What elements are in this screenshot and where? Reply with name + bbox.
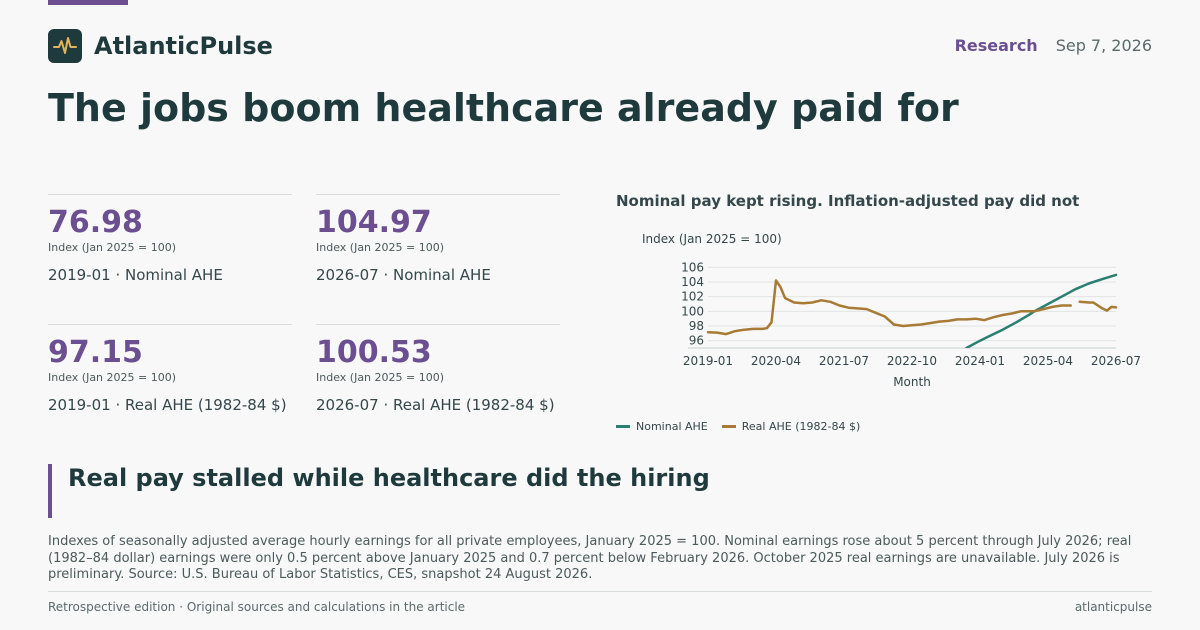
stat-card-real-end: 100.53 Index (Jan 2025 = 100) 2026-07 · …: [316, 324, 560, 414]
brand[interactable]: AtlanticPulse: [48, 28, 273, 64]
legend-swatch-nominal: [616, 425, 630, 428]
stat-label: 2019-01 · Nominal AHE: [48, 266, 223, 284]
x-tick-label: 2026-07: [1091, 354, 1141, 368]
legend-label: Real AHE (1982-84 $): [741, 420, 861, 433]
x-tick-label: 2019-01: [683, 354, 733, 368]
y-tick-label: 106: [681, 260, 704, 274]
chart-legend: Nominal AHE Real AHE (1982-84 $): [616, 420, 860, 433]
publish-date: Sep 7, 2026: [1055, 36, 1152, 55]
stat-unit: Index (Jan 2025 = 100): [316, 241, 445, 254]
stat-label: 2026-07 · Nominal AHE: [316, 266, 491, 284]
x-tick-label: 2020-04: [751, 354, 801, 368]
x-tick-label: 2024-01: [955, 354, 1005, 368]
y-tick-label: 96: [689, 334, 704, 348]
y-axis-label: Index (Jan 2025 = 100): [642, 232, 782, 246]
section-link[interactable]: Research: [954, 36, 1038, 55]
x-tick-label: 2021-07: [819, 354, 869, 368]
x-tick-label: 2022-10: [887, 354, 937, 368]
legend-label: Nominal AHE: [636, 420, 708, 433]
stat-card-real-start: 97.15 Index (Jan 2025 = 100) 2019-01 · R…: [48, 324, 292, 414]
y-tick-label: 98: [689, 319, 704, 333]
page-title: The jobs boom healthcare already paid fo…: [48, 86, 959, 130]
stat-unit: Index (Jan 2025 = 100): [316, 371, 445, 384]
chart-title: Nominal pay kept rising. Inflation-adjus…: [616, 192, 1080, 210]
y-tick-label: 104: [681, 275, 704, 289]
y-tick-label: 102: [681, 290, 704, 304]
source-note: Indexes of seasonally adjusted average h…: [48, 534, 1132, 582]
legend-swatch-real: [721, 425, 736, 428]
series-line-real: [706, 279, 1118, 336]
header-meta: Research Sep 7, 2026: [955, 36, 1152, 55]
stat-value: 97.15: [48, 335, 143, 370]
stat-value: 76.98: [48, 205, 143, 240]
footer-edition-note: Retrospective edition · Original sources…: [48, 600, 466, 614]
stat-value: 104.97: [316, 205, 432, 240]
stat-label: 2019-01 · Real AHE (1982-84 $): [48, 396, 287, 414]
stat-label: 2026-07 · Real AHE (1982-84 $): [316, 396, 555, 414]
y-tick-label: 100: [681, 304, 704, 318]
stat-unit: Index (Jan 2025 = 100): [48, 371, 177, 384]
brand-name: AtlanticPulse: [94, 32, 273, 60]
x-tick-label: 2025-04: [1023, 354, 1073, 368]
stat-unit: Index (Jan 2025 = 100): [48, 241, 177, 254]
pull-quote-text: Real pay stalled while healthcare did th…: [68, 464, 710, 492]
stat-card-nominal-start: 76.98 Index (Jan 2025 = 100) 2019-01 · N…: [48, 194, 292, 284]
stat-value: 100.53: [316, 335, 432, 370]
pull-quote: Real pay stalled while healthcare did th…: [48, 464, 1156, 518]
legend-item-real: Real AHE (1982-84 $): [721, 420, 861, 433]
footer-site-link[interactable]: atlanticpulse: [1074, 600, 1152, 614]
stat-card-nominal-end: 104.97 Index (Jan 2025 = 100) 2026-07 · …: [316, 194, 560, 284]
footer-divider: [48, 591, 1152, 592]
accent-bar: [48, 0, 128, 5]
legend-item-nominal: Nominal AHE: [616, 420, 708, 433]
pulse-icon: [48, 29, 82, 63]
x-axis-label: Month: [893, 375, 931, 389]
